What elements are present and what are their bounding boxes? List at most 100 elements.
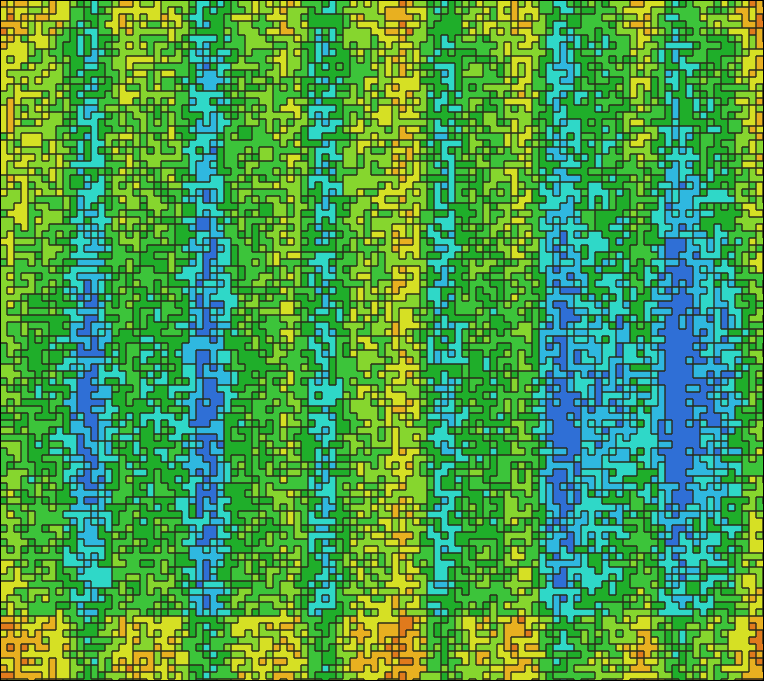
cell — [266, 42, 273, 49]
cell — [140, 245, 147, 252]
cell — [7, 28, 14, 35]
cell — [350, 7, 357, 14]
cell — [336, 35, 343, 42]
cell — [448, 140, 455, 147]
cell — [189, 273, 196, 280]
cell — [238, 0, 245, 7]
cell — [623, 245, 630, 252]
cell — [399, 77, 406, 84]
cell — [413, 196, 420, 203]
cell — [490, 238, 497, 245]
cell — [560, 119, 567, 126]
cell — [280, 287, 287, 294]
cell — [182, 252, 189, 259]
cell — [294, 196, 301, 203]
cell — [560, 203, 567, 210]
cell — [504, 252, 511, 259]
cell — [14, 308, 21, 315]
cell — [686, 49, 693, 56]
cell — [742, 280, 749, 287]
cell — [434, 42, 441, 49]
cell — [105, 119, 112, 126]
cell — [336, 238, 343, 245]
cell — [329, 238, 336, 245]
cell — [532, 140, 539, 147]
cell — [532, 147, 539, 154]
cell — [511, 42, 518, 49]
cell — [0, 77, 7, 84]
cell — [721, 245, 728, 252]
cell — [518, 259, 525, 266]
cell — [245, 203, 252, 210]
cell — [329, 273, 336, 280]
cell — [364, 287, 371, 294]
cell — [749, 259, 756, 266]
cell — [112, 91, 119, 98]
cell — [644, 182, 651, 189]
cell — [98, 14, 105, 21]
cell — [56, 245, 63, 252]
cell — [658, 266, 665, 273]
cell — [273, 252, 280, 259]
cell — [553, 21, 560, 28]
cell — [252, 280, 259, 287]
cell — [322, 112, 329, 119]
cell — [756, 98, 763, 105]
cell — [511, 7, 518, 14]
cell — [42, 28, 49, 35]
cell — [560, 7, 567, 14]
cell — [441, 119, 448, 126]
cell — [588, 168, 595, 175]
cell — [560, 35, 567, 42]
cell — [168, 245, 175, 252]
cell — [308, 182, 315, 189]
cell — [434, 280, 441, 287]
cell — [672, 224, 679, 231]
cell — [700, 266, 707, 273]
cell — [476, 56, 483, 63]
cell — [469, 70, 476, 77]
cell — [217, 238, 224, 245]
cell — [28, 7, 35, 14]
cell — [616, 112, 623, 119]
cell — [0, 35, 7, 42]
cell — [0, 224, 7, 231]
cell — [350, 175, 357, 182]
cell — [280, 35, 287, 42]
cell — [35, 315, 42, 322]
cell — [336, 28, 343, 35]
cell — [539, 238, 546, 245]
cell — [245, 182, 252, 189]
cell — [112, 175, 119, 182]
cell — [259, 210, 266, 217]
cell — [203, 203, 210, 210]
cell — [217, 259, 224, 266]
cell — [476, 63, 483, 70]
cell — [343, 35, 350, 42]
cell — [21, 238, 28, 245]
cell — [637, 91, 644, 98]
cell — [434, 105, 441, 112]
cell — [63, 217, 70, 224]
cell — [343, 147, 350, 154]
cell — [483, 217, 490, 224]
cell — [483, 168, 490, 175]
cell — [665, 21, 672, 28]
cell — [203, 42, 210, 49]
cell — [651, 210, 658, 217]
cell — [126, 203, 133, 210]
cell — [630, 287, 637, 294]
cell — [518, 280, 525, 287]
cell — [385, 49, 392, 56]
cell — [441, 259, 448, 266]
cell — [385, 224, 392, 231]
cell — [301, 210, 308, 217]
cell — [714, 154, 721, 161]
cell — [483, 35, 490, 42]
cell — [56, 14, 63, 21]
cell — [287, 252, 294, 259]
cell — [546, 77, 553, 84]
cell — [420, 301, 427, 308]
cell — [553, 189, 560, 196]
cell — [462, 119, 469, 126]
